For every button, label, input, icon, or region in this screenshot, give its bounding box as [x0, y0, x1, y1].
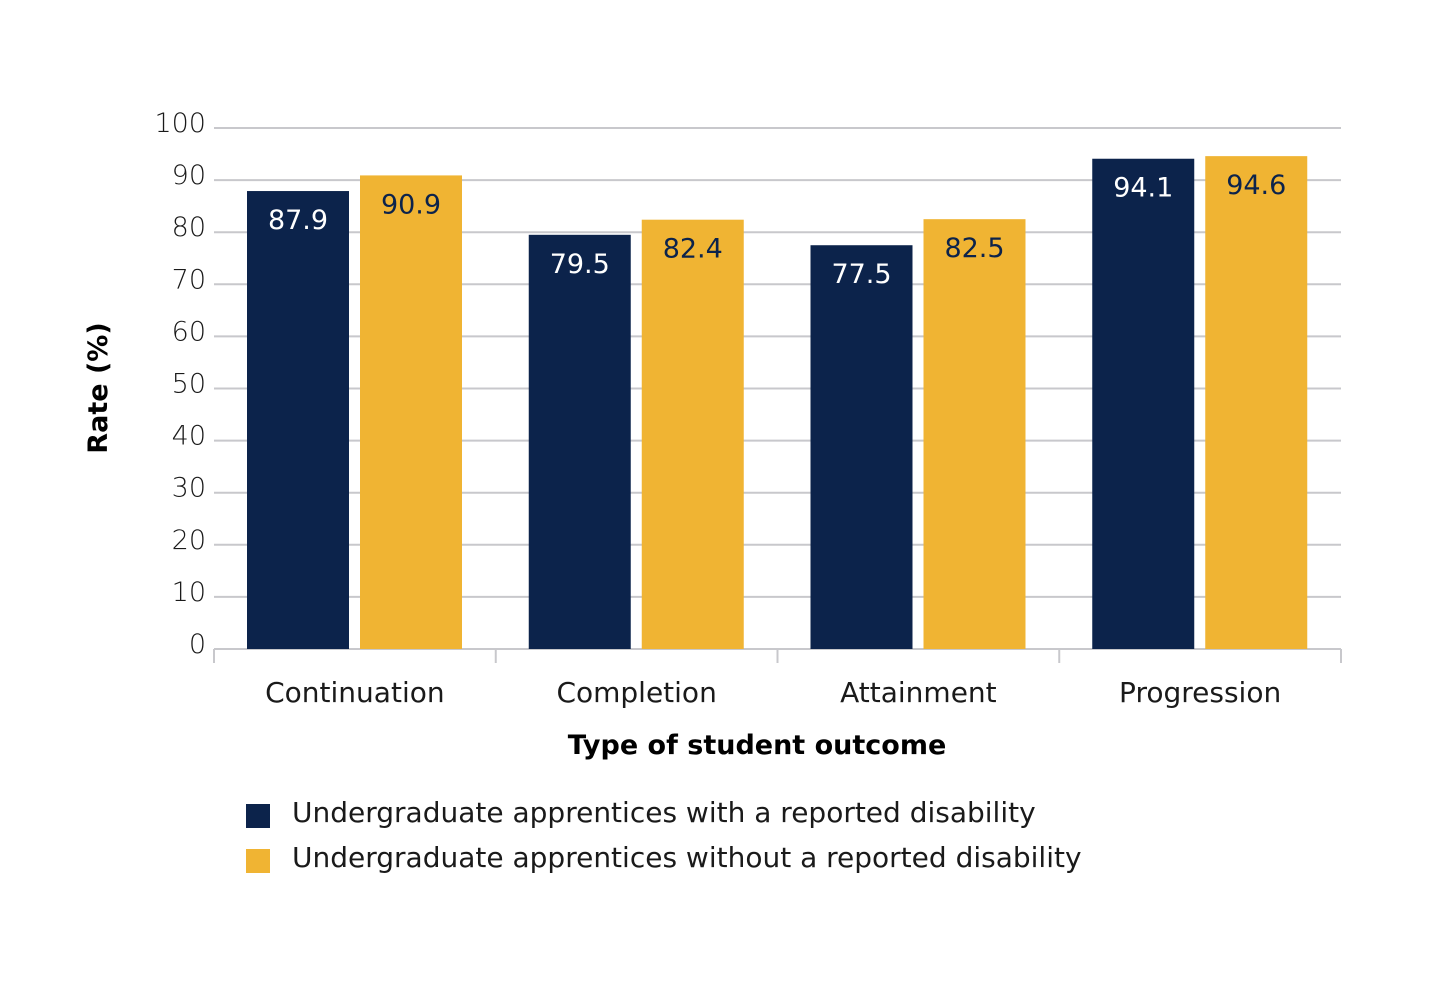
legend-label: Undergraduate apprentices with a reporte…	[292, 796, 1036, 829]
x-axis: Continuation Completion Attainment Progress…	[213, 649, 1342, 709]
y-tick-label: 40	[172, 421, 206, 452]
bar	[1092, 158, 1195, 649]
data-label: 82.5	[944, 233, 1004, 264]
x-tick-label: Continuation	[265, 676, 444, 709]
legend-item: Undergraduate apprentices with a reporte…	[246, 790, 1082, 835]
bar	[810, 245, 913, 649]
bar	[247, 191, 349, 649]
legend-label: Undergraduate apprentices without a repo…	[292, 841, 1082, 874]
bar	[360, 175, 462, 649]
y-tick-label: 80	[172, 212, 206, 243]
bar	[923, 219, 1026, 650]
y-tick-label: 70	[172, 264, 206, 295]
data-label: 79.5	[550, 249, 610, 280]
legend-swatch	[246, 803, 270, 828]
bar	[528, 234, 631, 649]
legend: Undergraduate apprentices with a reporte…	[246, 790, 1082, 880]
bar	[1205, 156, 1308, 649]
legend-item: Undergraduate apprentices without a repo…	[246, 835, 1082, 880]
data-label: 90.9	[381, 189, 441, 220]
data-label: 94.1	[1113, 173, 1173, 204]
data-label: 82.4	[663, 234, 723, 265]
data-label: 77.5	[831, 259, 891, 290]
y-tick-label: 60	[172, 316, 206, 347]
x-tick-label: Completion	[556, 676, 716, 709]
x-axis-title: Type of student outcome	[568, 730, 947, 761]
y-tick-label: 90	[172, 160, 206, 191]
bar	[641, 219, 744, 650]
y-tick-label: 20	[172, 525, 206, 556]
y-tick-label: 0	[189, 629, 206, 660]
y-axis-ticks: 0 10 20 30 40 50 60 70 80 90 100	[154, 108, 206, 660]
y-tick-label: 30	[172, 473, 206, 504]
data-label: 87.9	[268, 205, 328, 236]
y-axis-title: Rate (%)	[83, 322, 114, 453]
x-tick-label: Progression	[1119, 676, 1281, 709]
data-label: 94.6	[1226, 170, 1286, 201]
x-tick-label: Attainment	[840, 676, 997, 709]
y-tick-label: 100	[154, 108, 206, 139]
legend-swatch	[246, 848, 270, 873]
y-tick-label: 10	[172, 577, 206, 608]
bars: 87.9 79.5 77.5 94.1 90.9 82.4 82.5 94.6	[247, 156, 1308, 650]
y-tick-label: 50	[172, 369, 206, 400]
bar-chart: 0 10 20 30 40 50 60 70 80 90 100 87.9 79.5 77.5 94.1 9…	[83, 108, 1342, 761]
